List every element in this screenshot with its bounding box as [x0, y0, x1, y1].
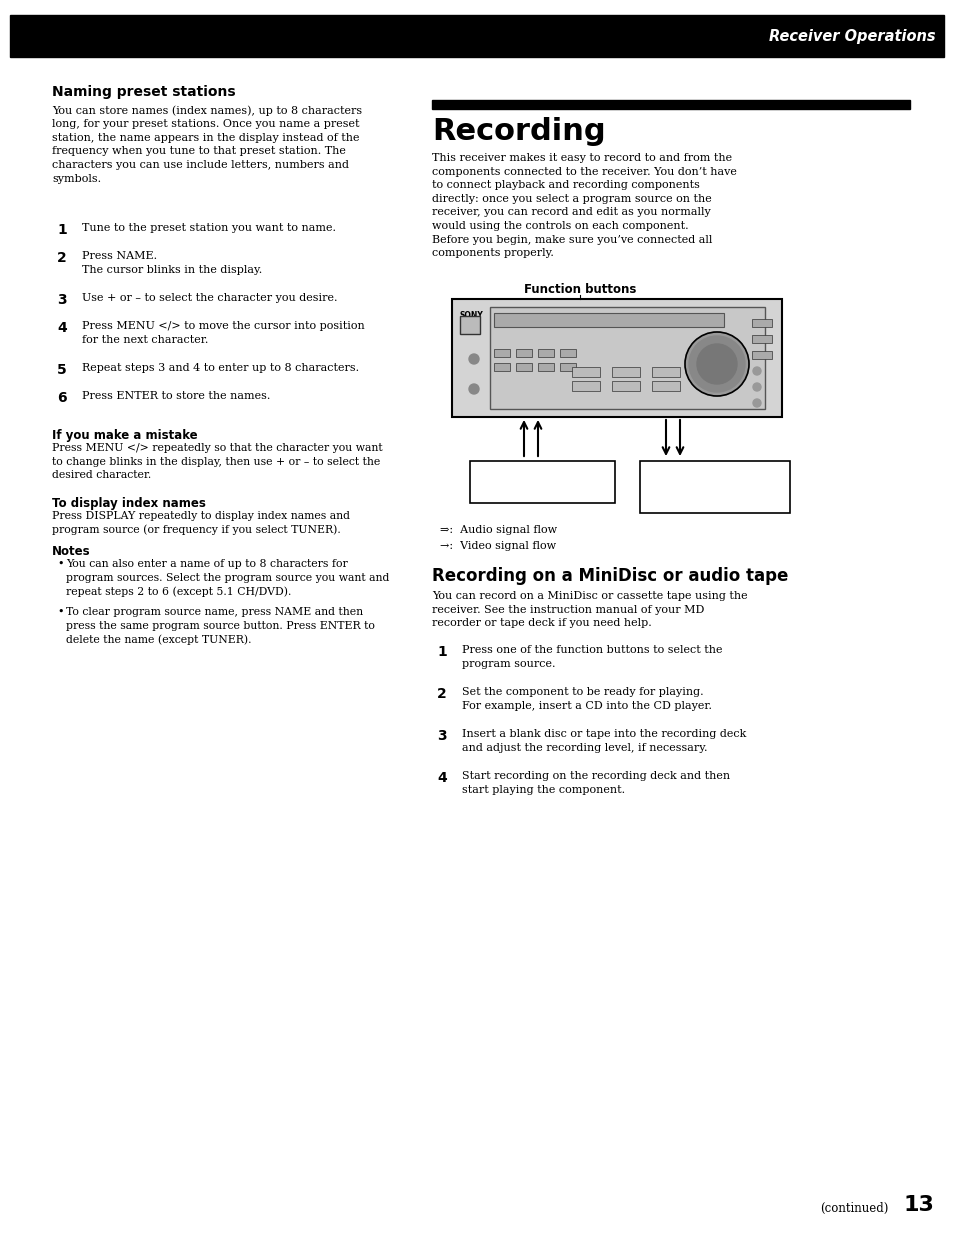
Text: 3: 3: [57, 293, 67, 308]
Text: Receiver Operations: Receiver Operations: [768, 28, 935, 43]
Circle shape: [697, 345, 737, 384]
Text: Press MENU </> repeatedly so that the character you want
to change blinks in the: Press MENU </> repeatedly so that the ch…: [52, 443, 382, 480]
Text: Press MENU </> to move the cursor into position
for the next character.: Press MENU </> to move the cursor into p…: [82, 321, 364, 345]
Text: Naming preset stations: Naming preset stations: [52, 85, 235, 99]
Bar: [612, 382, 639, 391]
Bar: [651, 382, 679, 391]
Text: Recording: Recording: [432, 117, 605, 146]
Text: ⇒:  Audio signal flow: ⇒: Audio signal flow: [439, 525, 557, 535]
Text: Press ENTER to store the names.: Press ENTER to store the names.: [82, 391, 270, 401]
Text: 4: 4: [436, 771, 446, 785]
Bar: [651, 367, 679, 377]
Text: Recording on a MiniDisc or audio tape: Recording on a MiniDisc or audio tape: [432, 567, 787, 585]
Bar: [612, 367, 639, 377]
Text: You can record on a MiniDisc or cassette tape using the
receiver. See the instru: You can record on a MiniDisc or cassette…: [432, 592, 747, 629]
Text: •: •: [57, 559, 64, 569]
Bar: [572, 367, 599, 377]
Text: Set the component to be ready for playing.
For example, insert a CD into the CD : Set the component to be ready for playin…: [461, 687, 711, 710]
Text: 4: 4: [57, 321, 67, 335]
Text: 1: 1: [57, 224, 67, 237]
Circle shape: [688, 336, 744, 391]
Text: Use + or – to select the character you desire.: Use + or – to select the character you d…: [82, 293, 337, 303]
Text: •: •: [57, 606, 64, 618]
Text: Repeat steps 3 and 4 to enter up to 8 characters.: Repeat steps 3 and 4 to enter up to 8 ch…: [82, 363, 358, 373]
Circle shape: [752, 367, 760, 375]
Text: You can store names (index names), up to 8 characters
long, for your preset stat: You can store names (index names), up to…: [52, 105, 362, 184]
Bar: [432, 100, 909, 109]
Bar: [490, 308, 764, 409]
Text: 2: 2: [57, 251, 67, 266]
Text: Playback component
(program source): Playback component (program source): [485, 471, 598, 493]
Circle shape: [752, 383, 760, 391]
Text: 13: 13: [902, 1195, 933, 1215]
Text: Press NAME.
The cursor blinks in the display.: Press NAME. The cursor blinks in the dis…: [82, 251, 262, 274]
Bar: [494, 312, 723, 327]
Text: Notes: Notes: [52, 545, 91, 558]
Text: 1: 1: [436, 645, 446, 659]
Text: 2: 2: [436, 687, 446, 701]
Bar: [751, 319, 771, 327]
Text: (continued): (continued): [820, 1202, 887, 1215]
Text: Recording component
(MD recorder,
Tape deck, VCR): Recording component (MD recorder, Tape d…: [655, 469, 774, 504]
Text: 6: 6: [57, 391, 67, 405]
Bar: [559, 363, 576, 370]
Circle shape: [469, 384, 478, 394]
Bar: [537, 363, 554, 370]
FancyBboxPatch shape: [452, 299, 781, 417]
Text: SONY: SONY: [459, 311, 483, 320]
Text: If you make a mistake: If you make a mistake: [52, 429, 197, 442]
Text: Start recording on the recording deck and then
start playing the component.: Start recording on the recording deck an…: [461, 771, 729, 794]
Bar: [470, 461, 615, 503]
Bar: [494, 350, 510, 357]
Bar: [537, 350, 554, 357]
Text: To display index names: To display index names: [52, 496, 206, 510]
Text: You can also enter a name of up to 8 characters for
program sources. Select the : You can also enter a name of up to 8 cha…: [66, 559, 389, 597]
Bar: [516, 350, 532, 357]
Bar: [10, 15, 943, 57]
Bar: [494, 363, 510, 370]
Bar: [459, 316, 479, 333]
Text: 5: 5: [57, 363, 67, 377]
Text: Tune to the preset station you want to name.: Tune to the preset station you want to n…: [82, 224, 335, 233]
Bar: [751, 351, 771, 359]
Text: 3: 3: [436, 729, 446, 743]
Text: Press DISPLAY repeatedly to display index names and
program source (or frequency: Press DISPLAY repeatedly to display inde…: [52, 511, 350, 536]
Circle shape: [469, 354, 478, 364]
Bar: [559, 350, 576, 357]
Bar: [751, 335, 771, 343]
Bar: [572, 382, 599, 391]
Circle shape: [684, 332, 748, 396]
Text: →:  Video signal flow: →: Video signal flow: [439, 541, 556, 551]
Bar: [639, 461, 789, 513]
Bar: [516, 363, 532, 370]
Text: This receiver makes it easy to record to and from the
components connected to th: This receiver makes it easy to record to…: [432, 153, 736, 258]
Text: Press one of the function buttons to select the
program source.: Press one of the function buttons to sel…: [461, 645, 721, 668]
Circle shape: [752, 399, 760, 408]
Text: Function buttons: Function buttons: [523, 283, 636, 296]
Text: Insert a blank disc or tape into the recording deck
and adjust the recording lev: Insert a blank disc or tape into the rec…: [461, 729, 745, 752]
Text: To clear program source name, press NAME and then
press the same program source : To clear program source name, press NAME…: [66, 606, 375, 645]
